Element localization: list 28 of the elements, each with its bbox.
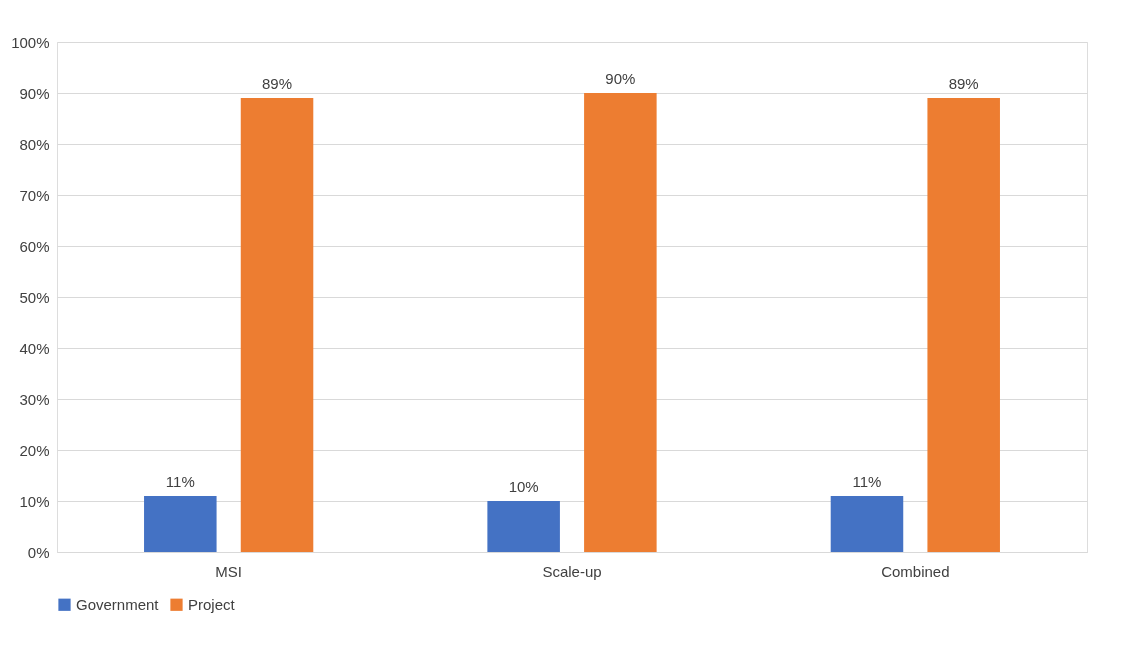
- bar: [927, 98, 1000, 552]
- data-label: 89%: [262, 75, 293, 93]
- x-tick-label: Scale-up: [542, 562, 602, 580]
- y-tick-label: 30%: [19, 390, 50, 408]
- bar: [144, 495, 217, 552]
- y-tick-label: 90%: [19, 84, 50, 102]
- data-label: 90%: [605, 70, 636, 87]
- y-tick-label: 20%: [19, 441, 50, 459]
- x-tick-label: Combined: [881, 562, 950, 580]
- legend-label: Government: [76, 595, 160, 613]
- data-label: 89%: [948, 75, 979, 93]
- bar: [830, 495, 904, 552]
- y-tick-label: 0%: [27, 543, 50, 561]
- data-label: 11%: [165, 472, 195, 490]
- y-tick-label: 50%: [19, 288, 50, 306]
- bar: [487, 501, 560, 552]
- y-tick-label: 40%: [19, 339, 50, 357]
- y-tick-label: 10%: [19, 492, 50, 510]
- y-tick-label: 100%: [11, 33, 50, 51]
- bar: [584, 93, 657, 552]
- y-tick-label: 70%: [19, 186, 50, 204]
- data-label: 11%: [852, 472, 882, 490]
- legend-label: Project: [188, 595, 236, 613]
- data-label: 10%: [508, 478, 539, 495]
- y-tick-label: 80%: [19, 135, 50, 153]
- y-tick-label: 60%: [19, 237, 50, 255]
- x-tick-label: MSI: [215, 562, 242, 580]
- bar: [240, 98, 314, 552]
